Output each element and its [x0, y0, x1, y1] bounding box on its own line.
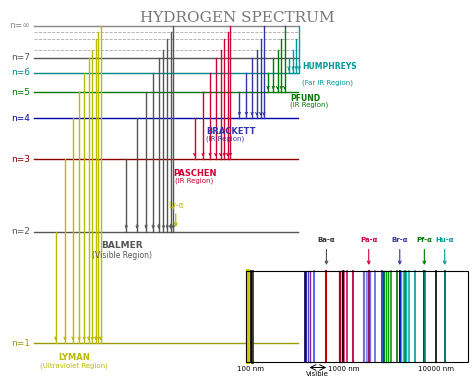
- Text: 10000 nm: 10000 nm: [418, 366, 454, 372]
- Text: (IR Region): (IR Region): [290, 102, 328, 108]
- Text: (Visible Region): (Visible Region): [91, 251, 152, 260]
- Text: Ba-α: Ba-α: [318, 237, 335, 243]
- Text: (IR Region): (IR Region): [175, 177, 214, 184]
- Text: n=∞: n=∞: [9, 21, 30, 30]
- Text: Br-α: Br-α: [392, 237, 408, 243]
- Text: (Ultraviolet Region): (Ultraviolet Region): [40, 363, 109, 369]
- Text: Pf-α: Pf-α: [416, 237, 432, 243]
- Text: n=5: n=5: [10, 88, 30, 97]
- Text: Pa-α: Pa-α: [360, 237, 377, 243]
- Text: (Far IR Region): (Far IR Region): [302, 80, 353, 86]
- Bar: [246, 271, 468, 362]
- Text: HYDROGEN SPECTRUM: HYDROGEN SPECTRUM: [140, 11, 334, 25]
- Text: Ly-α: Ly-α: [168, 200, 183, 210]
- Text: n=4: n=4: [11, 114, 30, 123]
- Text: 1000 nm: 1000 nm: [328, 366, 359, 372]
- Text: Visible: Visible: [306, 371, 329, 377]
- Text: PFUND: PFUND: [290, 94, 320, 103]
- Text: BALMER: BALMER: [101, 241, 142, 250]
- Text: n=2: n=2: [11, 227, 30, 236]
- Text: LYMAN: LYMAN: [59, 352, 91, 362]
- Text: n=1: n=1: [10, 339, 30, 348]
- Text: HUMPHREYS: HUMPHREYS: [302, 62, 356, 71]
- Text: n=3: n=3: [10, 155, 30, 164]
- Text: n=7: n=7: [10, 53, 30, 63]
- Text: BRACKETT: BRACKETT: [206, 127, 256, 136]
- Text: PASCHEN: PASCHEN: [173, 169, 216, 178]
- Text: 100 nm: 100 nm: [237, 366, 264, 372]
- Text: n=6: n=6: [10, 68, 30, 77]
- Text: Hu-α: Hu-α: [436, 237, 454, 243]
- Text: (IR Region): (IR Region): [206, 135, 245, 142]
